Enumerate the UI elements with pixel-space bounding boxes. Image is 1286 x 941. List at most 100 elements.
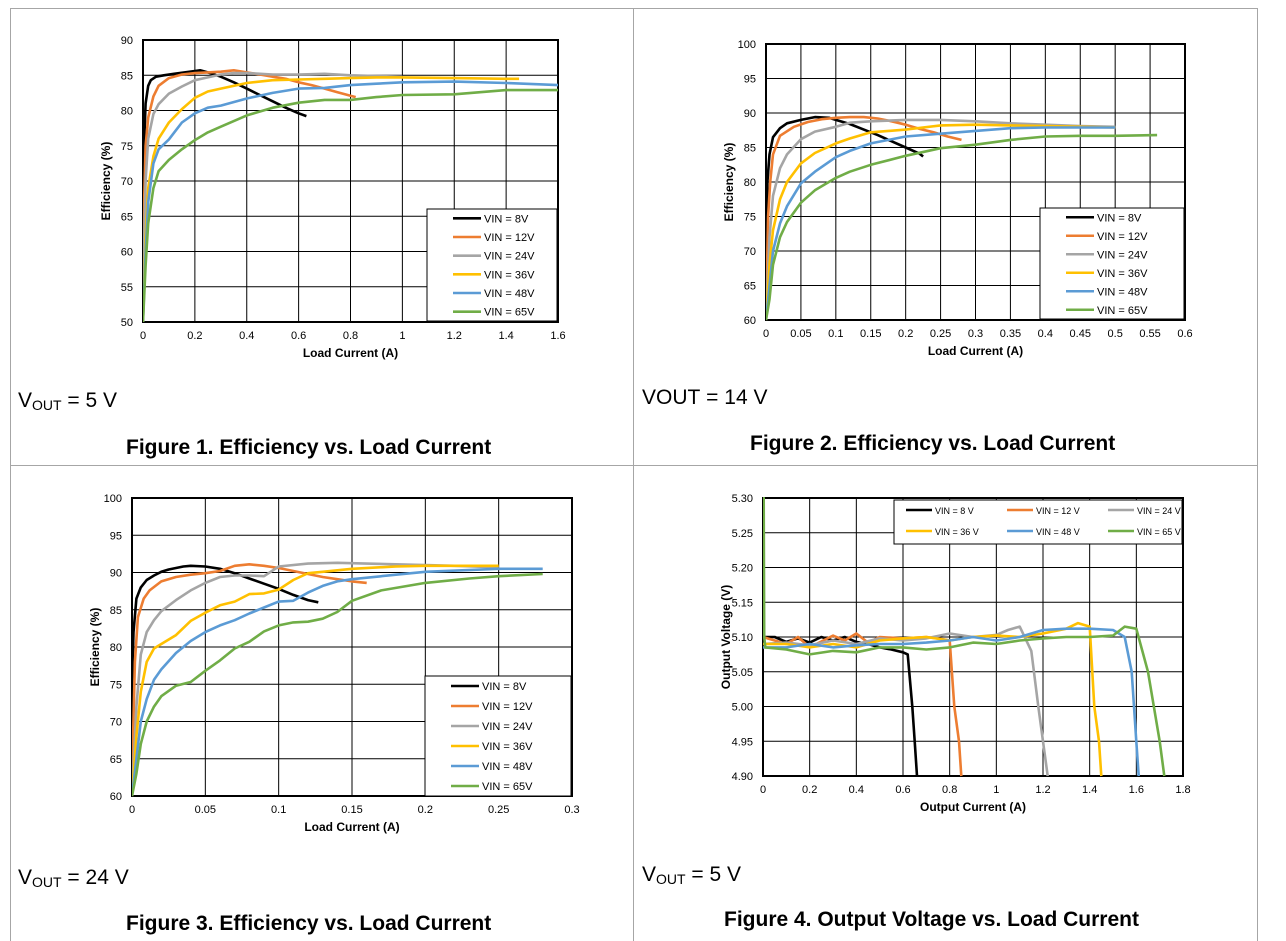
series-line-3 [766, 118, 1116, 321]
y-tick-label: 5.30 [732, 493, 753, 505]
y-tick-label: 70 [121, 176, 133, 188]
figure-4-caption: Figure 4. Output Voltage vs. Load Curren… [724, 908, 1139, 931]
legend-label: VIN = 65V [484, 307, 535, 319]
series-line-3 [763, 625, 1049, 777]
series-line-6 [143, 88, 558, 323]
y-tick-label: 90 [110, 568, 122, 580]
y-axis-label: Efficiency (%) [88, 608, 102, 687]
figure-3-chart: 0 0.05 0.1 0.15 0.2 0.25 0.3 60 65 70 75 80 85 90 95 10… [88, 493, 580, 834]
y-tick-label: 75 [110, 679, 122, 691]
figure-3: 0 0.05 0.1 0.15 0.2 0.25 0.3 60 65 70 75 80 85 90 95 10… [0, 0, 633, 941]
x-tick-label: 1.6 [1129, 784, 1144, 796]
legend-label: VIN = 8V [482, 681, 527, 693]
legend-label: VIN = 65V [482, 781, 533, 793]
x-tick-label: 0.05 [195, 804, 216, 816]
figure-2-chart: 0 0.05 0.1 0.15 0.2 0.25 0.3 0.35 0.4 0.45 0.5 0.55… [722, 39, 1193, 358]
x-axis-label: Output Current (A) [920, 800, 1026, 814]
x-tick-label: 0.2 [898, 328, 913, 340]
y-tick-label: 70 [744, 246, 756, 258]
y-tick-label: 4.90 [732, 771, 753, 783]
x-tick-label: 0.2 [802, 784, 817, 796]
legend-label: VIN = 12V [1097, 231, 1148, 243]
figure-2-caption: Figure 2. Efficiency vs. Load Current [750, 432, 1116, 455]
y-tick-label: 65 [121, 211, 133, 223]
y-tick-label: 80 [744, 177, 756, 189]
legend-label: VIN = 36V [482, 741, 533, 753]
plot-frame [765, 43, 1186, 321]
x-tick-label: 0.15 [860, 328, 881, 340]
y-tick-label: 65 [110, 754, 122, 766]
y-axis-label: Efficiency (%) [722, 143, 736, 222]
y-tick-label: 75 [121, 141, 133, 153]
figure-4-vout-label: VOUT = 5 V [642, 863, 741, 887]
series-line-2 [132, 562, 367, 782]
x-tick-label: 1 [399, 330, 405, 342]
vout-sub: OUT [656, 871, 686, 887]
y-tick-label: 5.20 [732, 563, 753, 575]
legend-label: VIN = 48 V [1036, 527, 1080, 537]
x-tick-label: 0.25 [488, 804, 509, 816]
x-tick-label: 1.2 [1035, 784, 1050, 796]
x-tick-label: 0 [140, 330, 146, 342]
x-tick-label: 1.2 [447, 330, 462, 342]
series-line-6 [763, 497, 1166, 777]
x-tick-label: 0.4 [239, 330, 254, 342]
series-line-1 [143, 69, 307, 323]
y-tick-label: 85 [744, 143, 756, 155]
figure-1: 0 0.2 0.4 0.6 0.8 1 1.2 1.4 1.6 50 55 60 65 70 75 80 85 9… [0, 0, 633, 465]
series-line-1 [132, 564, 319, 685]
legend-label: VIN = 8 V [935, 506, 974, 516]
series-line-5 [766, 126, 1116, 321]
y-axis-label: Efficiency (%) [99, 142, 113, 221]
x-tick-label: 0.1 [828, 328, 843, 340]
y-tick-label: 5.25 [732, 528, 753, 540]
x-tick-label: 0.6 [895, 784, 910, 796]
x-tick-label: 0.45 [1070, 328, 1091, 340]
legend-label: VIN = 65 V [1137, 527, 1181, 537]
y-tick-label: 95 [110, 530, 122, 542]
x-tick-label: 1.4 [1082, 784, 1097, 796]
grid-divider-left [10, 8, 11, 941]
grid-divider-center [633, 8, 634, 941]
x-tick-label: 0.6 [1177, 328, 1192, 340]
y-tick-label: 80 [110, 642, 122, 654]
x-tick-label: 0.55 [1139, 328, 1160, 340]
legend-label: VIN = 48V [1097, 286, 1148, 298]
vout-prefix: V [642, 863, 657, 886]
figure-2-vout-label: VOUT = 14 V [642, 386, 767, 410]
x-tick-label: 0 [129, 804, 135, 816]
series-line-4 [763, 621, 1103, 777]
legend-box [424, 675, 572, 797]
y-tick-label: 55 [121, 282, 133, 294]
x-axis-label: Load Current (A) [928, 344, 1023, 358]
figure-3-caption: Figure 3. Efficiency vs. Load Current [126, 912, 492, 935]
x-tick-label: 0.05 [790, 328, 811, 340]
x-tick-label: 0.25 [930, 328, 951, 340]
legend-label: VIN = 24 V [1137, 506, 1181, 516]
figure-2: 0 0.05 0.1 0.15 0.2 0.25 0.3 0.35 0.4 0.45 0.5 0.55… [0, 0, 1286, 465]
vout-suffix: = 24 V [61, 866, 129, 889]
x-tick-label: 0.4 [849, 784, 864, 796]
y-tick-label: 80 [121, 106, 133, 118]
figure-1-vout-label: VOUT = 5 V [18, 389, 117, 413]
y-tick-label: 90 [744, 108, 756, 120]
y-tick-label: 5.10 [732, 632, 753, 644]
y-tick-label: 75 [744, 212, 756, 224]
legend-label: VIN = 12V [482, 701, 533, 713]
y-tick-label: 5.15 [732, 597, 753, 609]
vout-prefix: V [18, 866, 33, 889]
x-tick-label: 0 [760, 784, 766, 796]
series-line-2 [766, 115, 962, 321]
grid-divider-middle [10, 465, 1258, 466]
figure-3-vout-label: VOUT = 24 V [18, 866, 129, 890]
grid-divider-right [1257, 8, 1258, 941]
x-tick-label: 0.5 [1108, 328, 1123, 340]
x-tick-label: 1.8 [1175, 784, 1190, 796]
legend-label: VIN = 48V [482, 761, 533, 773]
legend-box [426, 208, 558, 322]
legend-label: VIN = 24V [1097, 249, 1148, 261]
figure-1-chart: 0 0.2 0.4 0.6 0.8 1 1.2 1.4 1.6 50 55 60 65 70 75 80 85 9… [99, 35, 566, 360]
y-tick-label: 60 [744, 315, 756, 327]
